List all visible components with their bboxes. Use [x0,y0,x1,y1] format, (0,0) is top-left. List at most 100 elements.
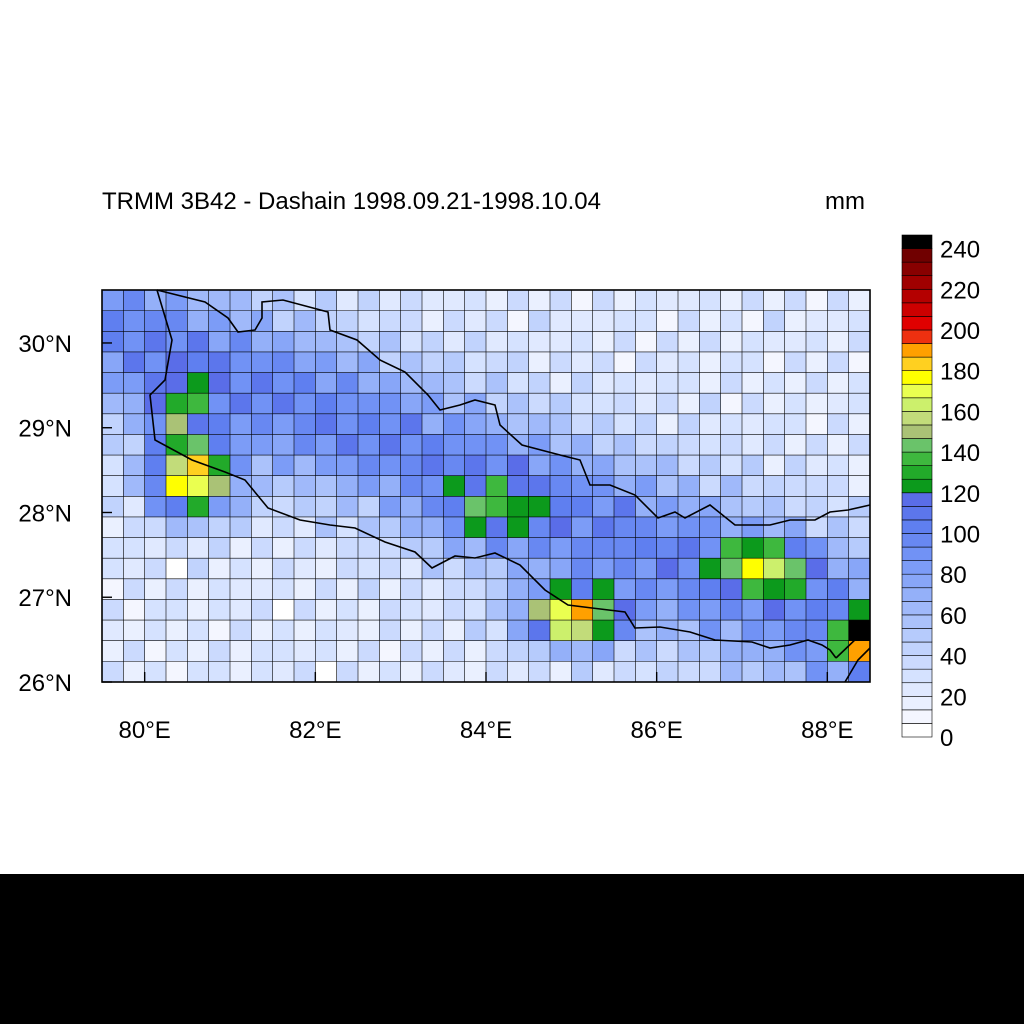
grid-cell [230,290,252,312]
grid-cell [251,331,274,353]
grid-cell [166,537,188,559]
grid-cell [742,351,764,373]
grid-cell [528,599,551,621]
grid-cell [315,393,338,415]
grid-cell [102,661,124,683]
grid-cell [827,558,850,580]
grid-cell [614,537,636,559]
grid-cell [422,351,444,373]
grid-cell [614,516,636,538]
grid-cell [251,351,274,373]
grid-cell [806,558,828,580]
grid-cell [571,393,594,415]
grid-cell [678,537,700,559]
grid-cell [656,290,679,312]
grid-cell [422,434,444,456]
grid-cell [507,413,530,435]
grid-cell [827,475,850,497]
grid-cell [336,372,359,394]
grid-cell [720,434,743,456]
map-title: TRMM 3B42 - Dashain 1998.09.21-1998.10.0… [102,188,601,215]
grid-cell [464,661,487,683]
grid-cell [720,351,743,373]
grid-cell [699,393,722,415]
grid-cell [827,578,850,600]
grid-cell [571,434,594,456]
grid-cell [379,496,402,518]
grid-cell [742,599,764,621]
grid-cell [400,413,423,435]
grid-cell [763,620,786,642]
grid-cell [614,496,636,518]
colorbar-label: 180 [940,359,980,386]
grid-cell [230,372,252,394]
y-axis: 30°N 29°N 28°N 27°N 26°N [18,331,112,697]
grid-lines [102,290,870,682]
grid-cell [678,290,700,312]
grid-cell [358,496,380,518]
grid-cell [294,475,316,497]
grid-cell [251,475,274,497]
grid-cell [635,331,658,353]
grid-cell [336,558,359,580]
grid-cell [720,599,743,621]
grid-cell [507,393,530,415]
grid-cell [294,393,316,415]
grid-cell [208,475,231,497]
grid-cell [443,434,466,456]
grid-cell [699,455,722,477]
x-tick-label: 88°E [801,717,853,744]
grid-cell [294,372,316,394]
grid-cell [422,310,444,332]
grid-cell [315,434,338,456]
grid-cell [592,661,615,683]
grid-cell [592,475,615,497]
grid-cell [422,455,444,477]
grid-cell [315,599,338,621]
grid-cell [272,434,295,456]
grid-cell [528,413,551,435]
grid-cell [592,331,615,353]
grid-cell [272,640,295,662]
y-tick-label: 29°N [18,416,72,443]
grid-cell [294,310,316,332]
grid-cell [379,310,402,332]
grid-cell [507,578,530,600]
grid-cell [848,393,871,415]
grid-cell [635,558,658,580]
grid-cell [614,620,636,642]
country-borders [149,289,871,683]
grid-cell [379,290,402,312]
grid-cell [571,516,594,538]
grid-cell [315,661,338,683]
grid-cell [848,331,871,353]
grid-cell [272,516,295,538]
grid-cell [251,661,274,683]
grid-cell [358,331,380,353]
grid-cell [763,393,786,415]
grid-cell [571,578,594,600]
grid-cell [742,537,764,559]
grid-cell [763,455,786,477]
y-tick-label: 26°N [18,670,72,697]
grid-cell [699,310,722,332]
grid-cell [742,661,764,683]
grid-cell [571,620,594,642]
grid-cell [763,434,786,456]
grid-cell [656,434,679,456]
grid-cell [102,413,124,435]
grid-cell [784,310,807,332]
grid-cell [422,661,444,683]
grid-cell [230,661,252,683]
grid-cell [208,310,231,332]
grid-cell [699,331,722,353]
grid-cell [507,434,530,456]
grid-cell [443,372,466,394]
grid-cell [187,393,210,415]
grid-cell [422,331,444,353]
grid-cell [208,516,231,538]
grid-cell [528,310,551,332]
grid-cell [635,372,658,394]
